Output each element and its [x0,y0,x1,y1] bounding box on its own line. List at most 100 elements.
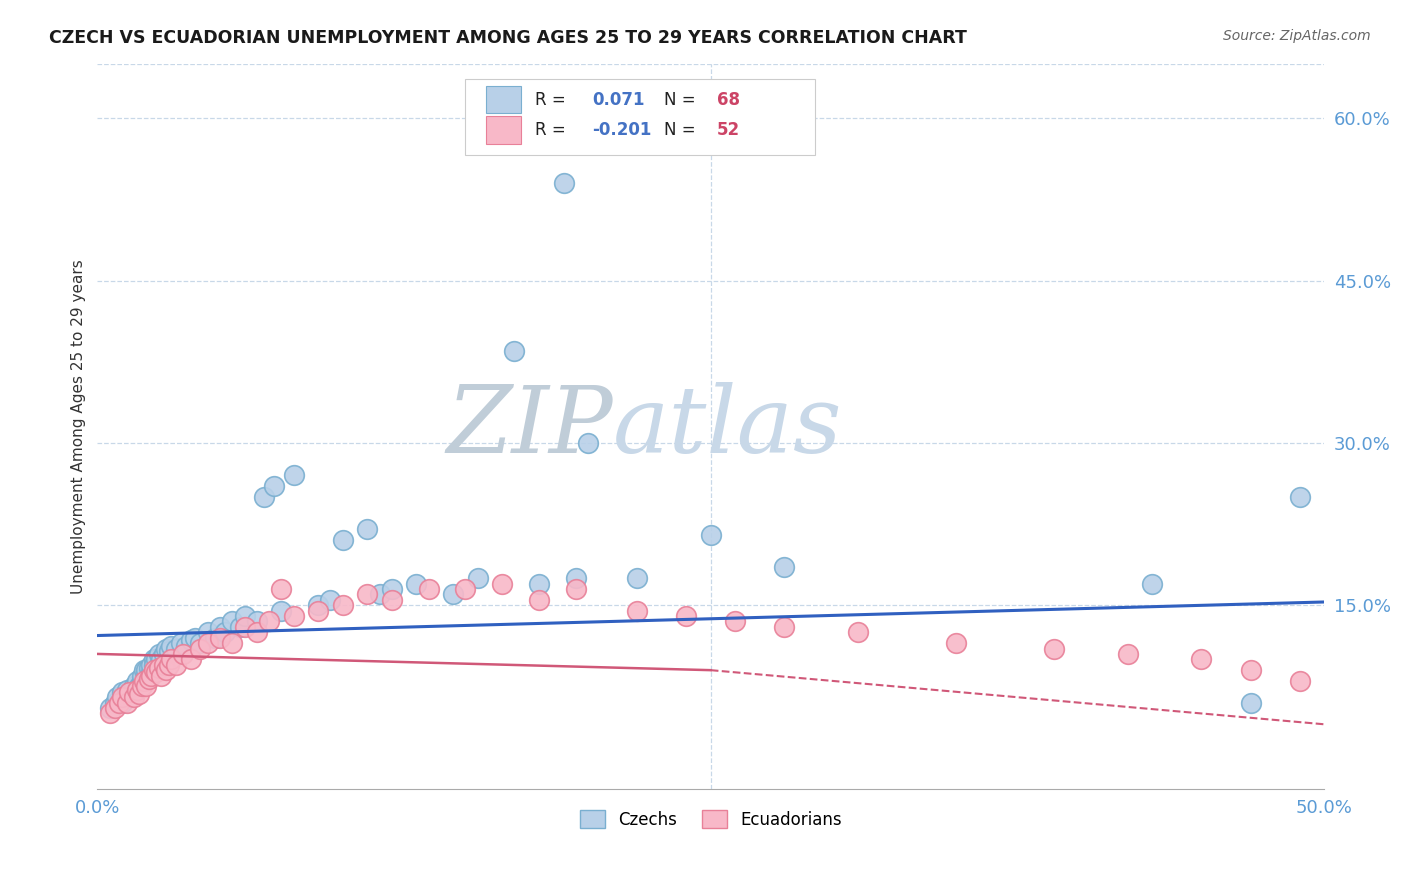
Point [270,582,292,596]
Point [553,176,575,190]
Point [208,620,231,634]
Y-axis label: Unemployment Among Ages 25 to 29 years: Unemployment Among Ages 25 to 29 years [72,260,86,594]
Text: 68: 68 [717,91,740,109]
Point [174,640,197,654]
Point [208,631,231,645]
Point [257,615,280,629]
Point [165,641,187,656]
Point [145,665,167,680]
Point [214,625,236,640]
Text: CZECH VS ECUADORIAN UNEMPLOYMENT AMONG AGES 25 TO 29 YEARS CORRELATION CHART: CZECH VS ECUADORIAN UNEMPLOYMENT AMONG A… [49,29,967,46]
Point [152,647,174,661]
Point [1116,647,1139,661]
Point [197,636,219,650]
Point [138,672,160,686]
Point [98,701,121,715]
Point [105,690,128,705]
Point [131,680,153,694]
Point [115,682,138,697]
Point [221,615,243,629]
Point [155,641,177,656]
Point [155,663,177,677]
Point [148,657,170,672]
Point [148,647,170,661]
Point [141,657,163,672]
Point [332,599,354,613]
Point [103,696,125,710]
Point [1288,673,1310,688]
Point [418,582,440,596]
Point [576,435,599,450]
Point [148,661,170,675]
Point [503,343,526,358]
Text: atlas: atlas [613,382,842,472]
Point [626,571,648,585]
Point [307,599,329,613]
Point [773,560,796,574]
Point [467,571,489,585]
Point [128,687,150,701]
Text: R =: R = [536,91,567,109]
Point [142,663,165,677]
Point [319,592,342,607]
Text: 52: 52 [717,121,740,139]
Point [108,696,131,710]
Point [283,468,305,483]
Point [141,668,163,682]
Point [381,592,404,607]
FancyBboxPatch shape [486,86,520,113]
Point [356,587,378,601]
Point [125,673,148,688]
Point [128,680,150,694]
Point [773,620,796,634]
Point [115,696,138,710]
Text: ZIP: ZIP [446,382,613,472]
Point [441,587,464,601]
Point [118,685,141,699]
Point [118,687,141,701]
Point [1239,696,1261,710]
Text: N =: N = [664,121,696,139]
Text: N =: N = [664,91,696,109]
Point [527,592,550,607]
Point [111,696,134,710]
Point [165,657,187,672]
Point [1142,576,1164,591]
Point [111,685,134,699]
Point [122,690,145,705]
Point [565,582,588,596]
Point [138,661,160,675]
Point [180,652,202,666]
FancyBboxPatch shape [465,78,815,154]
Text: -0.201: -0.201 [592,121,651,139]
Point [132,663,155,677]
Point [150,652,173,666]
Point [180,632,202,647]
Point [491,576,513,591]
Point [1043,641,1066,656]
Text: R =: R = [536,121,567,139]
Point [103,701,125,715]
Point [142,657,165,672]
Point [356,523,378,537]
Point [405,576,427,591]
Point [184,631,207,645]
Point [98,706,121,721]
Point [152,657,174,672]
Point [246,615,269,629]
Point [197,625,219,640]
Point [142,652,165,666]
Point [160,652,183,666]
Point [368,587,391,601]
Point [626,604,648,618]
Point [246,625,269,640]
Point [527,576,550,591]
Point [160,640,183,654]
Point [221,636,243,650]
Point [132,673,155,688]
Point [111,690,134,705]
Point [307,604,329,618]
Legend: Czechs, Ecuadorians: Czechs, Ecuadorians [574,804,848,835]
Point [846,625,869,640]
Point [145,652,167,666]
